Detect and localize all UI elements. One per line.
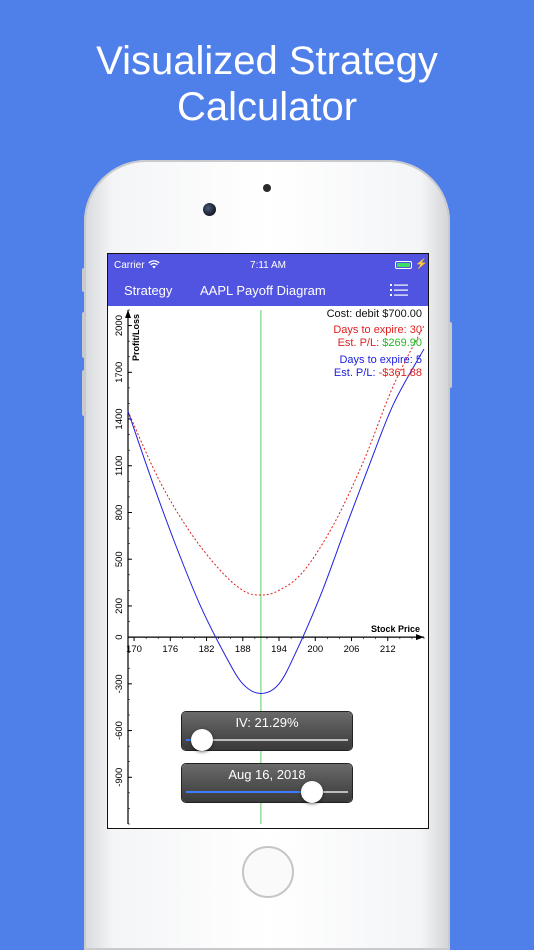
- y-tick-label: 200: [114, 598, 125, 614]
- x-tick-label: 182: [199, 644, 215, 655]
- y-tick-label: 1100: [114, 456, 125, 476]
- y-tick-label: -600: [114, 721, 125, 740]
- headline-line-2: Calculator: [176, 85, 358, 129]
- iv-slider-knob[interactable]: [191, 729, 214, 751]
- status-bar: Carrier 7:11 AM ⚡: [108, 254, 428, 276]
- pl-5-label: Est. P/L:: [333, 367, 379, 379]
- days-5-label: Days to expire: 5: [339, 354, 422, 366]
- iv-slider-panel: IV: 21.29%: [182, 712, 352, 751]
- y-tick-label: 2000: [114, 315, 125, 336]
- camera-icon: [203, 203, 216, 216]
- pl-30-label: Est. P/L:: [337, 337, 383, 349]
- y-tick-label: 1400: [114, 408, 125, 429]
- mute-switch: [82, 268, 86, 292]
- y-axis-arrow: [125, 310, 131, 318]
- y-tick-label: 0: [114, 634, 125, 639]
- pl-30-row: Est. P/L: $269.90: [338, 337, 422, 349]
- pl-5-row: Est. P/L: -$361.88: [334, 367, 422, 379]
- volume-up-button: [82, 312, 86, 358]
- date-label: Aug 16, 2018: [228, 767, 306, 782]
- x-axis-label: Stock Price: [371, 624, 420, 634]
- iv-label: IV: 21.29%: [235, 715, 299, 730]
- date-slider-panel: Aug 16, 2018: [182, 764, 352, 803]
- speaker-icon: [263, 184, 271, 192]
- strategy-back-button[interactable]: Strategy: [124, 283, 173, 298]
- iv-slider-track: [202, 739, 348, 741]
- y-tick-label: 1700: [114, 362, 125, 383]
- list-icon[interactable]: [390, 282, 408, 298]
- x-tick-label: 206: [344, 644, 360, 655]
- battery-icon: [395, 261, 412, 269]
- x-tick-label: 188: [235, 644, 251, 655]
- chart-axes: [125, 310, 424, 824]
- page-title: AAPL Payoff Diagram: [200, 283, 326, 298]
- app-screen: Carrier 7:11 AM ⚡ Strategy AAPL Payoff D…: [108, 254, 428, 828]
- charging-bolt-icon: ⚡: [415, 259, 428, 270]
- y-axis-label: Profit/Loss: [131, 314, 141, 361]
- cost-label: Cost: debit $700.00: [326, 308, 422, 320]
- x-tick-label: 212: [380, 644, 396, 655]
- y-tick-label: -900: [114, 768, 125, 787]
- y-tick-label: 500: [114, 551, 125, 567]
- pl-5-value: -$361.88: [378, 367, 422, 379]
- days-30-label: Days to expire: 30: [333, 324, 422, 336]
- headline-line-1: Visualized Strategy: [96, 39, 438, 83]
- series-5-days-line: [127, 348, 425, 694]
- y-tick-label: 800: [114, 505, 125, 521]
- nav-bar: Strategy AAPL Payoff Diagram: [108, 276, 428, 306]
- series-30-days-line: [127, 325, 425, 596]
- x-tick-label: 200: [307, 644, 323, 655]
- pl-30-value: $269.90: [382, 337, 422, 349]
- x-tick-label: 176: [162, 644, 178, 655]
- carrier-label: Carrier: [114, 260, 145, 271]
- y-tick-label: -300: [114, 674, 125, 693]
- x-tick-label: 170: [126, 644, 142, 655]
- wifi-icon: [148, 260, 160, 269]
- date-slider-knob[interactable]: [301, 781, 324, 803]
- date-slider-track: [312, 791, 348, 793]
- home-button[interactable]: [242, 846, 294, 898]
- x-tick-label: 194: [271, 644, 287, 655]
- clock: 7:11 AM: [250, 260, 286, 271]
- power-button: [448, 322, 452, 388]
- volume-down-button: [82, 370, 86, 416]
- date-slider-fill: [186, 791, 313, 793]
- headline: Visualized Strategy Calculator: [0, 38, 534, 130]
- payoff-chart: Stock Price Profit/Loss 170 176 182 188 194 200…: [114, 309, 425, 825]
- x-axis-arrow: [416, 634, 424, 641]
